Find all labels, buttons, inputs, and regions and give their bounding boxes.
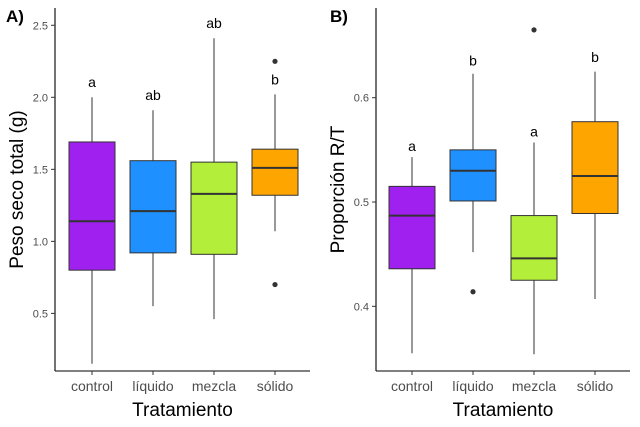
panel-a-control-significance-letter: a (88, 74, 96, 90)
panel-b-solido-box (571, 121, 619, 214)
panel-a-liquido-box (129, 160, 177, 254)
panel-a: A) 0.5 1.0 1.5 2.0 2.5 Peso seco total (g) Tra… (6, 7, 310, 421)
panel-b-y-tick-label: 0.6 (354, 93, 369, 105)
panel-a-y-tick-label: 2.0 (33, 92, 48, 104)
panel-a-y-tick-label: 2.5 (33, 20, 48, 32)
panel-a-mezcla-box (190, 161, 238, 255)
panel-a-solido-outlier-point (272, 58, 278, 64)
panel-b-y-tick-label: 0.4 (354, 301, 369, 313)
panel-b-y-tick-label: 0.5 (354, 197, 369, 209)
panel-b-solido-x-tick-label: sólido (577, 378, 614, 394)
panel-b-liquido-x-tick-label: líquido (452, 378, 493, 394)
panel-b-mezcla-significance-letter: a (530, 123, 538, 139)
panel-a-x-axis-title: Tratamiento (132, 400, 233, 421)
panel-b: B) 0.4 0.5 0.6 Proporción R/T Tratamiento con… (328, 7, 630, 421)
panel-a-y-tick-label: 1.0 (33, 236, 48, 248)
panel-a-solido-significance-letter: b (271, 71, 279, 87)
panel-a-label: A) (6, 7, 24, 26)
panel-b-control-box (388, 185, 436, 270)
panel-b-solido-significance-letter: b (591, 49, 599, 65)
panel-a-liquido-x-tick-label: líquido (132, 378, 173, 394)
panel-a-mezcla-x-tick-label: mezcla (192, 378, 237, 394)
panel-a-mezcla-significance-letter: ab (206, 15, 222, 31)
panel-a-solido-outlier-point (272, 281, 278, 288)
panel-a-y-tick-label: 1.5 (33, 164, 48, 176)
panel-a-solido-box (251, 148, 299, 196)
panel-b-liquido-outlier-point (470, 289, 476, 295)
panel-a-control-x-tick-label: control (71, 378, 113, 394)
panel-b-mezcla-box (510, 215, 558, 281)
panel-a-control-box (68, 141, 116, 271)
panel-b-mezcla-outlier-point (531, 27, 537, 33)
panel-b-y-axis-title: Proporción R/T (328, 125, 349, 253)
panel-b-x-axis-title: Tratamiento (453, 400, 554, 421)
panel-a-solido-x-tick-label: sólido (257, 378, 294, 394)
panel-b-liquido-significance-letter: b (469, 52, 477, 68)
panel-b-label: B) (330, 7, 348, 26)
panel-b-mezcla-x-tick-label: mezcla (512, 378, 557, 394)
panel-b-control-x-tick-label: control (391, 378, 433, 394)
panel-a-liquido-significance-letter: ab (145, 87, 161, 103)
panel-a-y-tick-label: 0.5 (33, 308, 48, 320)
panel-a-y-axis-title: Peso seco total (g) (7, 110, 28, 268)
panel-b-control-significance-letter: a (408, 138, 416, 154)
panel-b-liquido-box (449, 149, 497, 202)
